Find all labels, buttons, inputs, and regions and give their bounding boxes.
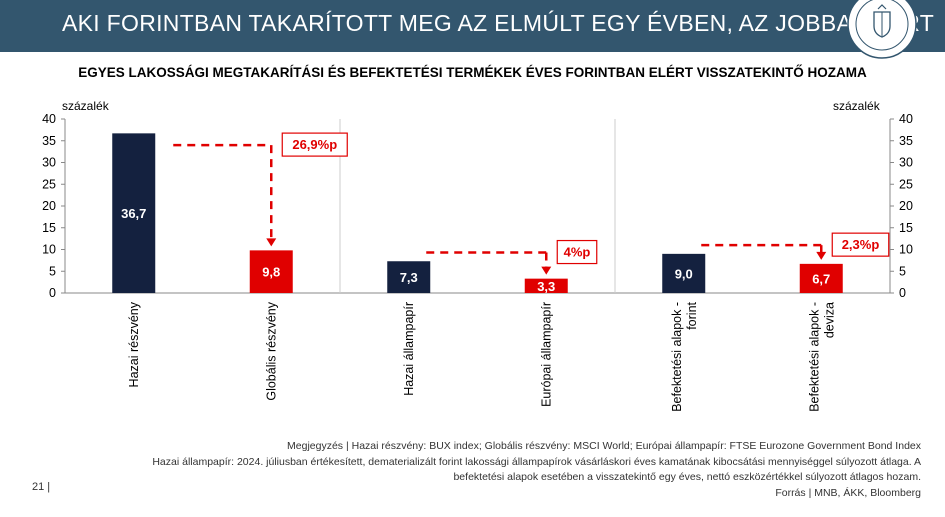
y-tick-label-left: 20	[42, 199, 56, 213]
category-label-group: Hazai állampapír	[402, 302, 416, 396]
x-tick-label: Hazai részvény	[127, 301, 141, 387]
slide-title: AKI FORINTBAN TAKARÍTOTT MEG AZ ELMÚLT E…	[62, 10, 935, 36]
annotation-label: 26,9%p	[292, 137, 337, 152]
bar	[112, 133, 156, 293]
bar-value-label: 36,7	[121, 206, 146, 221]
annotation-arrowhead	[541, 266, 552, 275]
category-label-group: Globális részvény	[264, 301, 278, 400]
y-tick-label-right: 10	[899, 243, 913, 257]
y-axis-label-right: százalék	[833, 99, 880, 113]
bar-value-label: 7,3	[400, 270, 418, 285]
y-tick-label-left: 5	[49, 264, 56, 278]
annotation-box	[556, 239, 598, 265]
category-label-group: Európai állampapír	[539, 302, 553, 407]
y-tick-label-left: 30	[42, 156, 56, 170]
y-tick-label-right: 5	[899, 264, 906, 278]
mnb-seal-logo	[847, 0, 917, 59]
footnote-line-3: befektetési alapok esetében a visszateki…	[453, 471, 921, 483]
title-banner: AKI FORINTBAN TAKARÍTOTT MEG AZ ELMÚLT E…	[0, 0, 945, 52]
x-tick-label: deviza	[822, 302, 836, 338]
footnote-line-1: Megjegyzés | Hazai részvény: BUX index; …	[287, 440, 921, 452]
x-tick-label: forint	[685, 301, 699, 329]
bar-value-label: 6,7	[812, 271, 830, 286]
y-tick-label-left: 0	[49, 286, 56, 300]
category-label-group: Hazai részvény	[127, 301, 141, 387]
x-tick-label: Európai állampapír	[539, 302, 553, 407]
bar	[799, 263, 843, 293]
bar-value-label: 9,0	[675, 266, 693, 281]
y-tick-label-left: 10	[42, 243, 56, 257]
annotation-box	[281, 132, 348, 157]
y-axis-label-left: százalék	[62, 99, 109, 113]
bar-value-label: 9,8	[262, 265, 280, 280]
x-tick-label: Befektetési alapok -	[807, 302, 821, 412]
x-tick-label: Hazai állampapír	[402, 302, 416, 396]
annotation-box	[831, 232, 890, 257]
category-label-group: Befektetési alapok - forint	[670, 301, 699, 411]
bar	[662, 253, 706, 293]
y-tick-label-left: 40	[42, 112, 56, 126]
y-tick-label-right: 40	[899, 112, 913, 126]
chart-title: EGYES LAKOSSÁGI MEGTAKARÍTÁSI ÉS BEFEKTE…	[78, 65, 867, 80]
y-tick-label-right: 0	[899, 286, 906, 300]
category-label-group: Befektetési alapok - deviza	[807, 302, 836, 412]
annotation-arrowhead	[816, 251, 827, 260]
annotation-label: 2,3%p	[842, 237, 880, 252]
y-tick-label-right: 30	[899, 156, 913, 170]
y-tick-label-left: 35	[42, 134, 56, 148]
annotation-label: 4%p	[564, 245, 591, 260]
x-tick-label: Globális részvény	[264, 301, 278, 400]
y-tick-label-left: 25	[42, 177, 56, 191]
bar-value-label: 3,3	[537, 279, 555, 294]
footnote-line-2: Hazai állampapír: 2024. júliusban értéke…	[152, 456, 921, 468]
y-tick-label-left: 15	[42, 221, 56, 235]
x-tick-label: Befektetési alapok -	[670, 302, 684, 412]
y-tick-label-right: 25	[899, 177, 913, 191]
y-tick-label-right: 35	[899, 134, 913, 148]
page-number: 21 |	[32, 481, 51, 493]
bar	[249, 250, 293, 293]
annotation-arrowhead	[266, 238, 277, 247]
source-note: Forrás | MNB, ÁKK, Bloomberg	[775, 487, 921, 499]
y-tick-label-right: 20	[899, 199, 913, 213]
y-tick-label-right: 15	[899, 221, 913, 235]
bar	[387, 261, 431, 293]
bar	[524, 278, 568, 293]
bar-chart: 0 0 5 5 10 10 15 15 20 20 25 25 30 30 35 35 40 40 36,7 9,8 7…	[42, 112, 913, 412]
